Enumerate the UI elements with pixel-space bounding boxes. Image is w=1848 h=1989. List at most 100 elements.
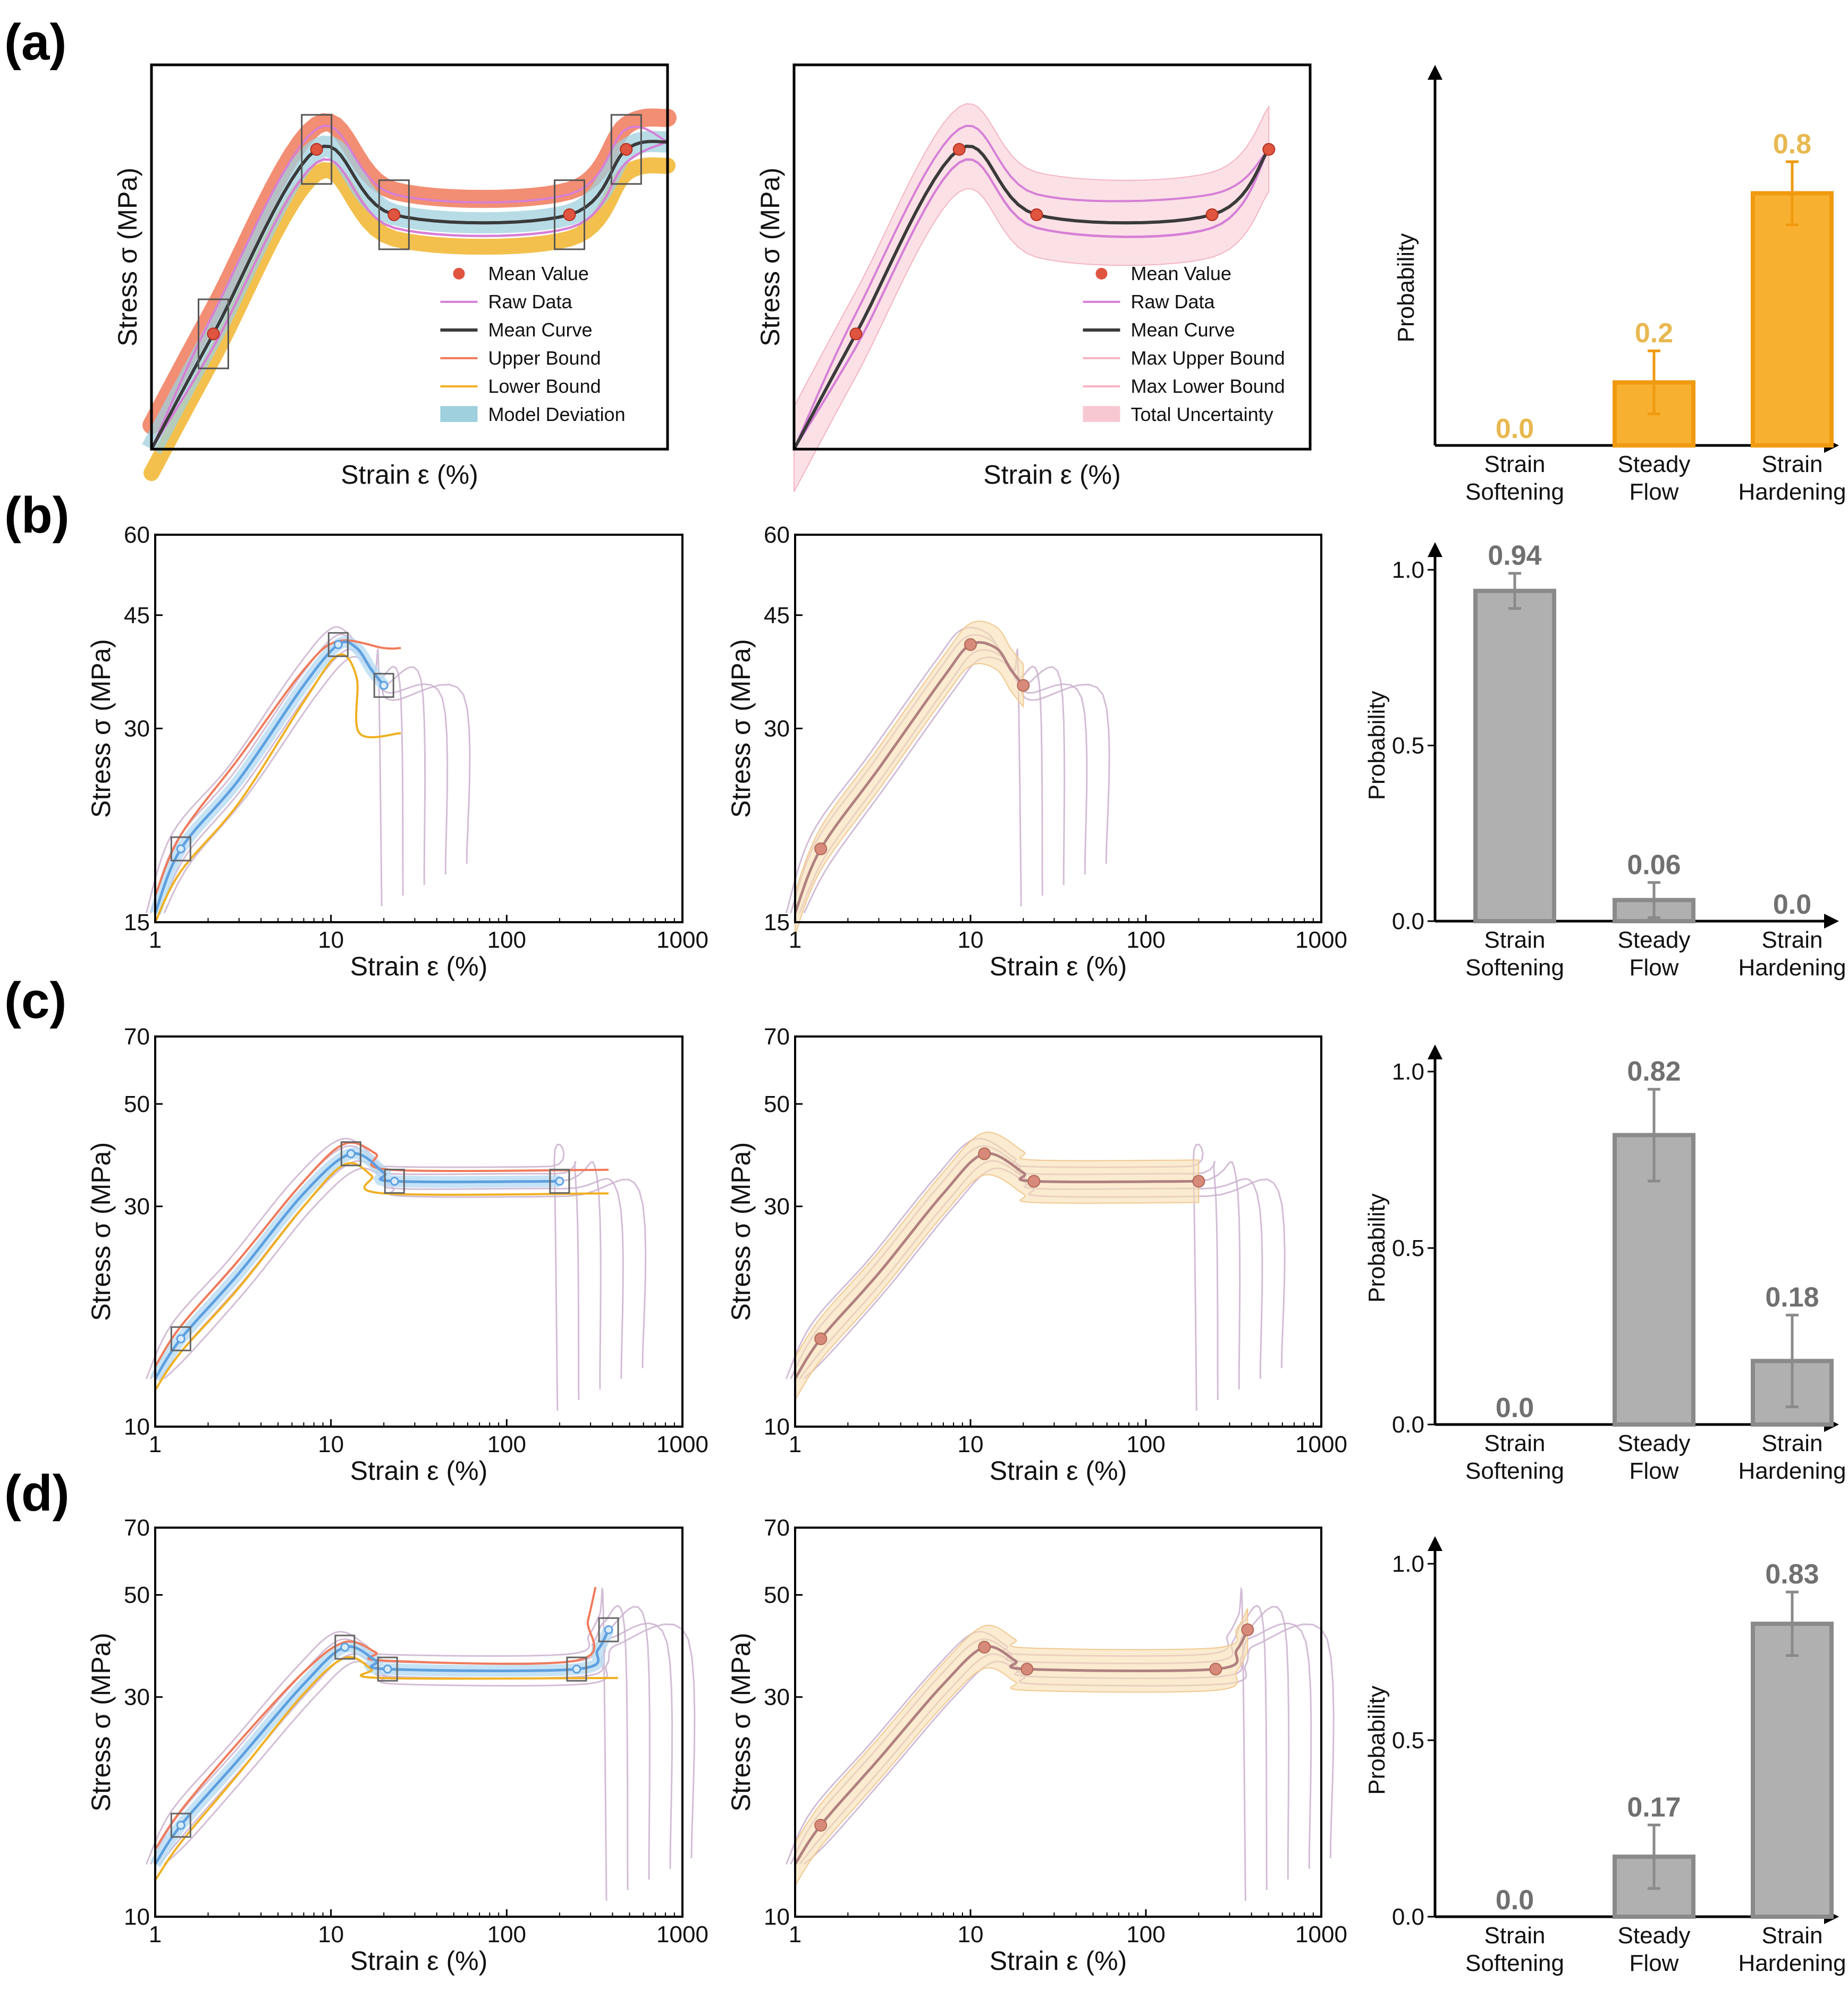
upper-bound-line	[154, 639, 401, 896]
x-axis-label: Strain ε (%)	[990, 1456, 1127, 1486]
category-label-line1: Strain	[1762, 1430, 1823, 1456]
y-tick-label: 50	[124, 1091, 150, 1117]
panel-label-a: (a)	[4, 14, 66, 71]
deviation-box	[327, 632, 349, 658]
x-tick-label: 10	[958, 1921, 984, 1948]
category-label-line2: Softening	[1465, 1458, 1564, 1484]
legend-entry: Upper Bound	[488, 347, 601, 369]
plot-frame	[154, 534, 683, 923]
mean-value-point	[387, 208, 401, 221]
x-tick-label: 100	[487, 1921, 526, 1948]
mean-value-point	[176, 844, 185, 854]
bar-value-label: 0.2	[1635, 318, 1673, 349]
mean-value-point	[1030, 208, 1043, 221]
x-tick-label: 1000	[1295, 927, 1347, 953]
y-tick-label: 50	[764, 1582, 790, 1608]
panel-label-d: (d)	[4, 1465, 70, 1522]
bar-value-label: 0.0	[1496, 414, 1534, 444]
category-label-line1: Steady	[1618, 927, 1691, 953]
y-tick-label: 70	[124, 1024, 150, 1050]
x-tick-label: 100	[487, 1431, 526, 1457]
y-axis-label: Stress σ (MPa)	[726, 639, 756, 817]
y-tick-label: 15	[124, 909, 150, 935]
category-label-line2: Flow	[1630, 479, 1679, 505]
y-axis-label: Stress σ (MPa)	[86, 1633, 116, 1811]
mean-value-point	[379, 680, 389, 690]
x-axis-label: Strain ε (%)	[990, 951, 1127, 981]
legend-entry: Max Upper Bound	[1130, 347, 1285, 369]
deviation-box	[373, 672, 394, 698]
y-tick-label: 70	[124, 1515, 150, 1541]
bar-value-label: 0.82	[1627, 1056, 1681, 1087]
x-tick-label: 10	[318, 1921, 344, 1948]
x-tick-label: 1	[149, 927, 162, 953]
category-label-line2: Flow	[1630, 955, 1679, 981]
deviation-box	[610, 114, 642, 185]
mean-value-point	[1262, 143, 1276, 156]
y-axis-label: Probability	[1364, 691, 1390, 800]
raw-data-line	[150, 140, 668, 450]
deviation-box	[378, 179, 410, 250]
mean-value-point	[1209, 1663, 1222, 1676]
legend-entry: Mean Curve	[1130, 319, 1235, 341]
x-tick-label: 100	[1126, 1921, 1165, 1948]
category-label-line2: Flow	[1630, 1950, 1679, 1976]
y-axis-arrow	[1428, 542, 1442, 557]
y-tick-label: 30	[764, 716, 790, 742]
plot-frame	[792, 63, 1312, 451]
x-tick-label: 10	[318, 1431, 344, 1457]
y-tick-label: 30	[764, 1684, 790, 1710]
a-left-chart: Strain ε (%) Stress σ (MPa) Mean Value Raw …	[113, 63, 677, 490]
plot-frame	[794, 1035, 1322, 1428]
y-axis-label: Probability	[1364, 1685, 1390, 1794]
category-label-line1: Strain	[1484, 927, 1546, 953]
deviation-box	[384, 1168, 405, 1194]
y-axis-label: Stress σ (MPa)	[726, 1142, 756, 1321]
raw-data-trace	[150, 1605, 629, 1891]
charts-layer: Strain ε (%) Stress σ (MPa) Mean Value Raw …	[86, 63, 1846, 1976]
category-label-line2: Hardening	[1738, 1458, 1846, 1484]
x-axis-label: Strain ε (%)	[350, 1946, 487, 1976]
x-tick-label: 100	[1126, 927, 1165, 953]
b-mid-chart: 1 10 100 1000 15 30 45 60 Strain ε (%) Stress σ (…	[726, 522, 1347, 981]
y-tick-label: 0.5	[1392, 733, 1424, 759]
category-label-line2: Hardening	[1738, 1950, 1846, 1976]
mean-value-point	[390, 1176, 399, 1186]
mean-curve-line	[794, 640, 1025, 914]
legend-entry: Raw Data	[488, 291, 572, 313]
mean-value-point	[383, 1664, 392, 1674]
legend-entry: Mean Value	[1130, 263, 1231, 284]
category-label-line1: Steady	[1618, 1430, 1691, 1456]
x-tick-label: 10	[958, 927, 984, 953]
deviation-box	[598, 1617, 619, 1642]
y-tick-label: 0.0	[1392, 1904, 1424, 1930]
mean-value-point	[340, 1642, 350, 1652]
deviation-box	[340, 1141, 361, 1167]
legend-swatch-band	[440, 406, 478, 422]
legend-marker-mean-value	[1095, 267, 1108, 280]
deviation-box	[170, 836, 191, 862]
legend-entry: Mean Value	[488, 263, 588, 284]
mean-value-point	[814, 842, 828, 856]
x-tick-label: 1	[789, 927, 801, 953]
model-deviation-band	[150, 1147, 560, 1382]
x-axis-label: Strain ε (%)	[341, 460, 478, 490]
mean-curve-line	[794, 1152, 1199, 1380]
x-tick-label: 1000	[656, 1431, 708, 1457]
mean-value-point	[346, 1149, 356, 1159]
y-tick-label: 0.0	[1392, 908, 1424, 934]
total-uncertainty-band	[795, 620, 1024, 935]
y-tick-label: 0.5	[1392, 1727, 1424, 1754]
mean-value-point	[604, 1625, 613, 1634]
plot-frame	[150, 63, 669, 451]
category-label-line2: Flow	[1630, 1458, 1679, 1484]
mean-value-point	[1020, 1663, 1034, 1676]
mean-value-point	[333, 640, 343, 650]
category-label-line1: Strain	[1484, 451, 1546, 477]
x-axis-label: Strain ε (%)	[350, 1456, 487, 1486]
category-label-line1: Steady	[1618, 1923, 1691, 1949]
x-tick-label: 1	[789, 1431, 801, 1457]
lower-bound-band	[144, 157, 676, 481]
